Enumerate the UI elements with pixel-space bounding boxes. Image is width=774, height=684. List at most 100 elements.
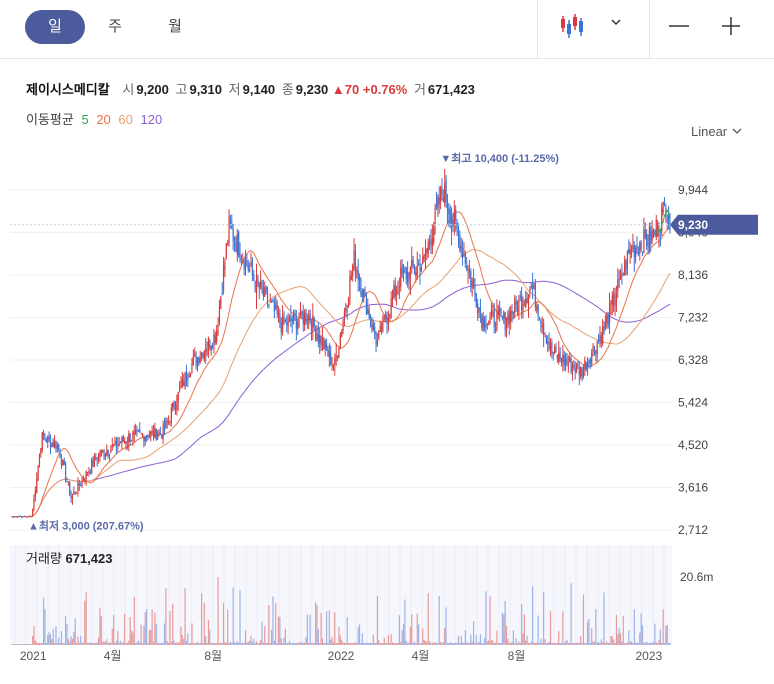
- volume-bar: [159, 642, 161, 645]
- volume-bar: [122, 641, 124, 645]
- volume-bar: [394, 642, 396, 645]
- moving-average-legend[interactable]: 이동평균 5 20 60 120: [26, 109, 162, 128]
- candle-body: [632, 244, 634, 249]
- scale-selector[interactable]: Linear: [691, 124, 743, 139]
- candle-body: [266, 290, 269, 304]
- volume-bar: [52, 628, 54, 645]
- candle-body: [330, 352, 332, 366]
- volume-bar: [103, 641, 105, 645]
- volume-bar: [444, 627, 446, 645]
- volume-bar: [77, 636, 79, 645]
- volume-bar: [661, 642, 663, 645]
- candle-body: [449, 209, 451, 224]
- volume-bar: [621, 641, 623, 645]
- volume-bar: [460, 636, 462, 645]
- candle-body: [446, 202, 449, 210]
- candle-body: [294, 312, 296, 316]
- candle-body: [19, 515, 21, 517]
- candle-body: [445, 180, 447, 203]
- candle-body: [78, 483, 80, 486]
- volume-bar: [514, 643, 516, 645]
- candle-body: [464, 254, 466, 264]
- candle-body: [562, 354, 564, 362]
- volume-bar: [420, 643, 422, 645]
- volume-bar: [176, 642, 178, 645]
- tab-daily[interactable]: 일: [25, 10, 85, 44]
- candle-body: [570, 358, 572, 372]
- candle-body: [433, 227, 435, 243]
- candle-body: [521, 294, 523, 311]
- volume-bar: [327, 643, 329, 645]
- candle-body: [404, 269, 406, 271]
- volume-bar: [168, 643, 170, 645]
- candlestick-chart-icon[interactable]: [553, 10, 593, 44]
- candle-body: [73, 491, 75, 494]
- candle-body: [209, 340, 211, 349]
- zoom-out-icon[interactable]: [659, 10, 699, 44]
- volume-bar: [44, 608, 46, 645]
- candle-body: [177, 391, 179, 403]
- chevron-down-icon[interactable]: [598, 10, 638, 44]
- volume-bar: [161, 643, 163, 645]
- volume-bar: [117, 630, 119, 645]
- candle-body: [658, 231, 660, 233]
- candle-body: [574, 368, 576, 373]
- candle-body: [22, 516, 24, 518]
- volume-bar: [316, 605, 318, 645]
- volume-bar: [407, 642, 409, 645]
- candle-body: [663, 201, 666, 205]
- volume-bar: [181, 634, 183, 645]
- volume-bar: [220, 642, 222, 645]
- volume-bar: [358, 624, 361, 645]
- tab-weekly[interactable]: 주: [108, 18, 122, 35]
- volume-bar: [258, 642, 260, 645]
- candle-body: [563, 355, 565, 365]
- tab-monthly[interactable]: 월: [168, 18, 182, 35]
- candle-body: [646, 233, 648, 247]
- volume-bar: [53, 642, 56, 645]
- volume-bar: [203, 602, 205, 645]
- volume-bar: [55, 626, 57, 645]
- candle-body: [173, 402, 175, 409]
- candle-body: [614, 300, 616, 305]
- zoom-in-icon[interactable]: [711, 10, 751, 44]
- low-annotation: ▲최저 3,000 (207.67%): [28, 519, 144, 533]
- volume-bar: [78, 642, 80, 645]
- candle-body: [497, 309, 499, 316]
- volume-bar: [306, 614, 308, 645]
- candle-body: [655, 220, 657, 238]
- candle-body: [18, 515, 20, 517]
- candle-body: [510, 310, 512, 322]
- volume-bar: [405, 640, 407, 645]
- candle-body: [468, 270, 471, 272]
- candle-body: [488, 321, 490, 323]
- candle-body: [640, 241, 642, 250]
- volume-bar: [42, 597, 45, 645]
- volume-bar: [75, 642, 78, 645]
- candle-body: [582, 367, 585, 378]
- candle-body: [264, 287, 266, 297]
- ma-20: 20: [96, 112, 111, 127]
- candle-body: [374, 326, 376, 335]
- x-tick-label: 2021: [20, 649, 47, 663]
- candle-body: [63, 460, 65, 466]
- candle-body: [110, 449, 112, 453]
- candle-body: [257, 278, 259, 283]
- volume-bar: [89, 642, 91, 645]
- volume-bar: [207, 619, 210, 645]
- candle-body: [231, 222, 233, 229]
- candle-body: [407, 271, 409, 283]
- volume-bar: [372, 634, 374, 645]
- volume-bar: [99, 607, 101, 645]
- candle-body: [541, 325, 543, 328]
- volume-bar: [279, 617, 281, 645]
- candle-body: [482, 317, 484, 331]
- price-chart[interactable]: 9,9449,0408,1367,2326,3285,4244,5203,616…: [0, 140, 774, 684]
- volume-bar: [544, 639, 546, 645]
- volume-bar: [383, 637, 385, 645]
- candle-body: [115, 440, 118, 448]
- candle-body: [222, 266, 225, 291]
- candle-body: [53, 442, 56, 448]
- candle-body: [194, 354, 196, 356]
- candle-body: [567, 363, 569, 365]
